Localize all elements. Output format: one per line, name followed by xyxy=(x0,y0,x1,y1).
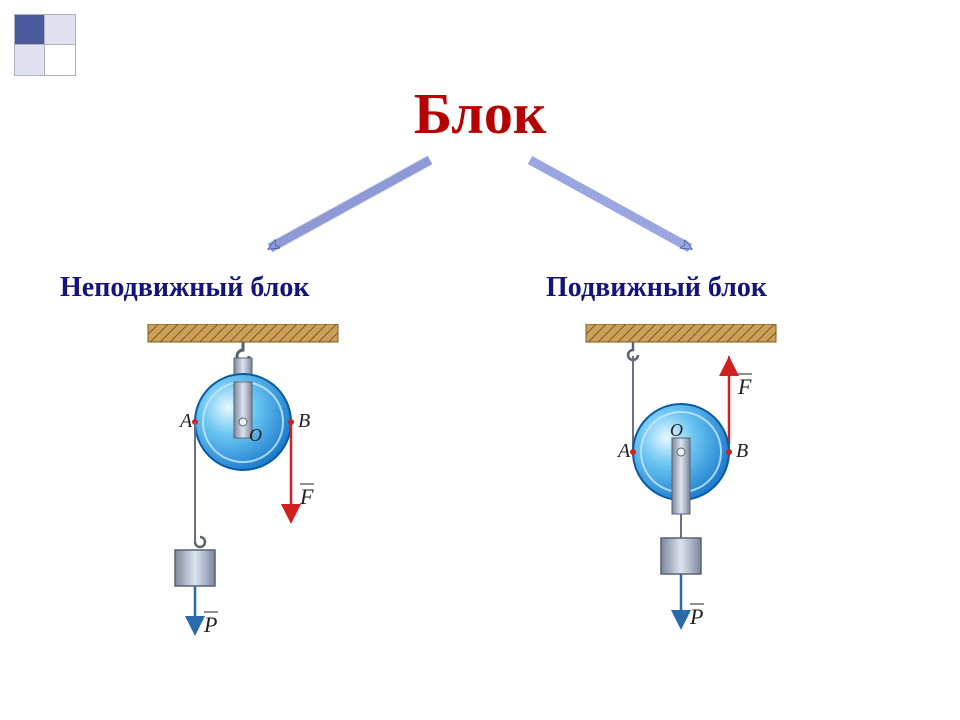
ceiling xyxy=(148,324,338,342)
deco-sq xyxy=(44,14,76,46)
left-subtitle: Неподвижный блок xyxy=(60,272,310,304)
deco-sq xyxy=(14,14,46,46)
point-a xyxy=(630,449,636,455)
label-a: A xyxy=(616,440,631,462)
label-p: P xyxy=(689,604,703,629)
label-b: B xyxy=(298,410,310,432)
label-p: P xyxy=(203,612,217,637)
movable-pulley-svg: F A B О P xyxy=(556,324,796,644)
label-o: О xyxy=(670,420,683,440)
axle xyxy=(239,418,247,426)
page-title: Блок xyxy=(0,80,960,147)
axle xyxy=(677,448,685,456)
label-a: A xyxy=(178,410,193,432)
weight xyxy=(175,550,215,586)
label-o: О xyxy=(249,425,262,445)
weight xyxy=(661,538,701,574)
ceiling xyxy=(586,324,776,342)
deco-sq xyxy=(44,44,76,76)
point-b xyxy=(726,449,732,455)
movable-pulley-diagram: F A B О P xyxy=(556,324,796,649)
label-f: F xyxy=(737,374,752,399)
label-b: B xyxy=(736,440,748,462)
fixed-pulley-svg: A B О F P xyxy=(128,324,358,644)
fixed-pulley-diagram: A B О F P xyxy=(128,324,358,649)
right-subtitle: Подвижный блок xyxy=(546,272,767,304)
weight-hook-icon xyxy=(195,537,205,547)
deco-sq xyxy=(14,44,46,76)
label-f: F xyxy=(299,484,314,509)
